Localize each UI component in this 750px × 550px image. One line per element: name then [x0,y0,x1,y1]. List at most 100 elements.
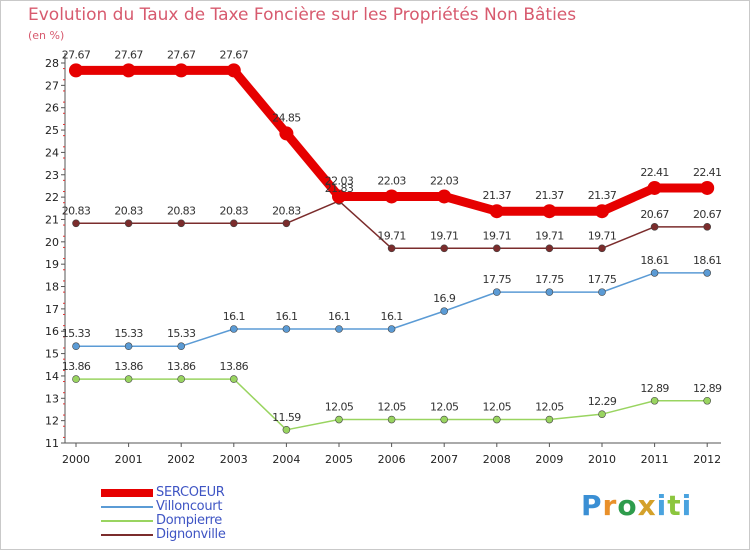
data-label: 16.1 [328,310,350,323]
data-label: 19.71 [483,229,512,242]
y-tick-label: 26 [45,102,59,115]
data-point [650,269,659,277]
data-point [595,204,609,219]
x-tick-label: 2004 [272,453,300,466]
data-point [489,204,504,219]
logo-letter: i [681,489,693,522]
data-label: 19.71 [430,229,459,242]
data-label: 16.1 [381,310,403,323]
data-label: 12.05 [535,401,564,414]
y-tick-label: 23 [45,169,59,182]
data-label: 12.05 [377,401,406,414]
data-label: 16.1 [275,310,297,323]
data-point [545,415,554,424]
logo-letter: r [602,489,618,522]
data-point [650,396,659,405]
data-point [440,244,449,253]
logo-letter: x [637,489,657,522]
data-point [124,219,133,228]
y-tick-label: 19 [45,258,59,271]
data-label: 12.29 [588,395,617,408]
data-label: 12.05 [483,401,512,414]
data-label: 19.71 [535,229,564,242]
proxiti-logo: Proxiti [581,489,692,522]
data-label: 12.05 [430,401,459,414]
data-point [492,244,501,253]
legend-swatch-sercoeur [101,489,153,497]
y-tick-label: 18 [45,281,59,294]
data-label: 22.41 [693,166,722,179]
data-label: 20.83 [220,204,249,217]
y-tick-label: 13 [45,392,59,405]
data-point [282,426,291,434]
data-label: 22.03 [325,174,354,187]
legend-swatch-dompierre [101,520,153,522]
data-point [230,325,238,333]
logo-letter: o [617,489,638,522]
data-label: 18.61 [693,254,722,267]
data-point [282,219,291,228]
legend: SERCOEUR Villoncourt Dompierre Dignonvil… [101,486,226,542]
data-point [703,396,712,405]
data-point [335,325,343,333]
data-point [598,410,606,418]
data-point [440,415,449,424]
data-point [387,325,396,333]
x-tick-label: 2003 [220,453,248,466]
data-point [492,288,501,296]
data-point [174,63,189,78]
x-tick-label: 2000 [62,453,90,466]
data-label: 13.86 [220,360,249,373]
data-label: 21.37 [535,189,564,202]
y-tick-label: 25 [45,124,59,137]
data-label: 21.37 [588,189,617,202]
data-label: 12.05 [325,401,354,414]
data-label: 16.1 [223,310,245,323]
data-label: 27.67 [167,48,196,61]
x-tick-label: 2009 [535,453,563,466]
x-tick-label: 2010 [588,453,616,466]
data-point [492,415,501,424]
data-point [440,307,449,315]
data-label: 24.85 [272,111,301,124]
data-point [177,342,185,351]
data-label: 19.71 [588,229,617,242]
data-label: 18.61 [640,254,669,267]
data-point [700,180,715,195]
data-point [437,189,452,204]
logo-letter: P [581,489,603,522]
x-tick-label: 2012 [693,453,721,466]
data-point [177,375,185,383]
y-tick-label: 24 [45,146,59,159]
x-tick-label: 2005 [325,453,353,466]
x-tick-label: 2008 [483,453,511,466]
data-point [387,415,396,424]
data-label: 22.03 [377,174,406,187]
data-label: 15.33 [62,327,91,340]
y-tick-label: 14 [45,370,59,383]
data-point [72,219,80,228]
legend-item-dompierre: Dompierre [101,514,226,528]
data-point [703,223,712,231]
data-label: 15.33 [167,327,196,340]
data-point [282,325,291,333]
data-point [387,244,396,253]
legend-swatch-villoncourt [101,506,153,508]
data-point [121,63,136,78]
data-point [230,219,238,228]
data-label: 19.71 [377,229,406,242]
data-point [124,375,133,383]
legend-item-villoncourt: Villoncourt [101,500,226,514]
data-point [332,189,346,204]
data-point [545,288,554,296]
data-label: 15.33 [114,327,143,340]
data-label: 13.86 [114,360,143,373]
data-point [230,375,238,383]
data-label: 12.89 [693,382,722,395]
y-tick-label: 21 [45,213,59,226]
y-tick-label: 28 [45,57,59,70]
data-point [72,342,80,351]
legend-item-dignonville: Dignonville [101,528,226,542]
x-tick-label: 2011 [641,453,669,466]
data-point [69,63,83,78]
